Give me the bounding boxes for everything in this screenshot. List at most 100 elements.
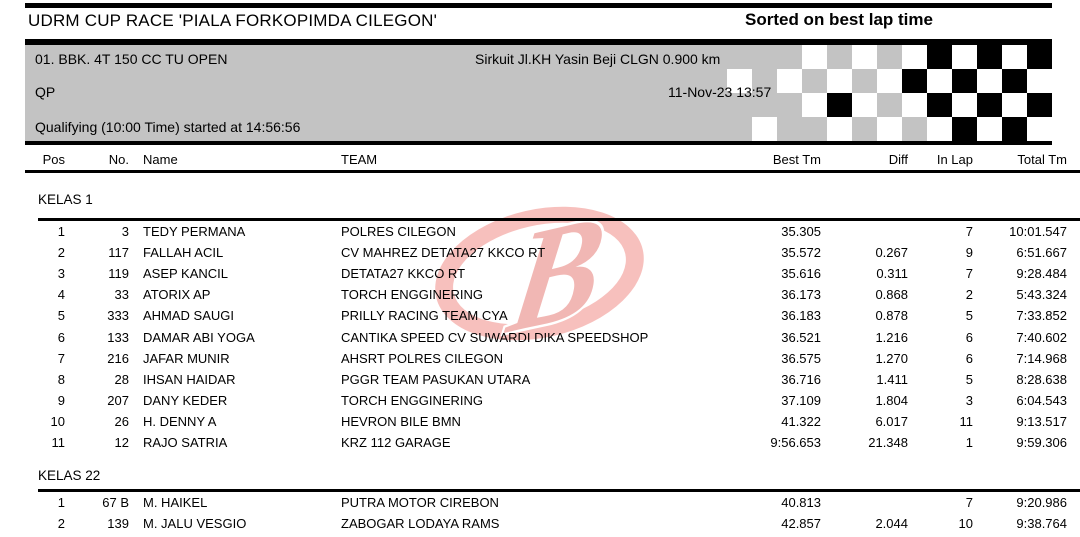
- result-row: 4 33 ATORIX AP TORCH ENGGINERING 36.173 0.868…: [25, 284, 1079, 305]
- cell-total: 10:01.547: [1009, 224, 1067, 240]
- checker-cell: [902, 69, 927, 93]
- cell-no: 117: [108, 245, 129, 261]
- cell-total: 5:43.324: [1016, 287, 1067, 303]
- header-row: Pos No. Name TEAM Best Tm Diff In Lap To…: [25, 149, 1079, 169]
- cell-pos: 6: [57, 329, 65, 345]
- session-datetime: 11-Nov-23 13:57: [668, 84, 772, 100]
- cell-name: H. DENNY A: [143, 413, 217, 429]
- cell-pos: 5: [57, 308, 65, 324]
- checker-cell: [727, 69, 752, 93]
- cell-diff: 0.868: [875, 287, 908, 303]
- cell-inlap: 7: [965, 224, 973, 240]
- col-header-name: Name: [143, 151, 178, 167]
- checker-cell: [1002, 45, 1027, 69]
- cell-best: 9:56.653: [770, 434, 821, 450]
- result-row: 9 207 DANY KEDER TORCH ENGGINERING 37.109 1.8…: [25, 390, 1079, 411]
- cell-diff: 1.216: [875, 329, 908, 345]
- page-title: UDRM CUP RACE 'PIALA FORKOPIMDA CILEGON': [28, 11, 438, 30]
- result-row: 2 139 M. JALU VESGIO ZABOGAR LODAYA RAMS 42.…: [25, 513, 1079, 534]
- checker-cell: [802, 45, 827, 69]
- cell-best: 41.322: [781, 413, 821, 429]
- cell-best: 36.716: [781, 371, 821, 387]
- cell-pos: 10: [50, 413, 65, 429]
- cell-pos: 3: [57, 266, 65, 282]
- result-row: 5 333 AHMAD SAUGI PRILLY RACING TEAM CYA 36.…: [25, 305, 1079, 326]
- cell-name: FALLAH ACIL: [143, 245, 224, 261]
- cell-name: ASEP KANCIL: [143, 266, 229, 282]
- cell-diff: 21.348: [868, 434, 908, 450]
- checker-cell: [927, 117, 952, 141]
- cell-inlap: 1: [965, 434, 973, 450]
- cell-total: 7:40.602: [1016, 329, 1067, 345]
- cell-total: 9:28.484: [1016, 266, 1067, 282]
- cell-name: M. JALU VESGIO: [143, 516, 247, 532]
- cell-pos: 2: [57, 516, 65, 532]
- cell-pos: 1: [57, 495, 65, 511]
- cell-name: M. HAIKEL: [143, 495, 208, 511]
- checker-cell: [977, 45, 1002, 69]
- cell-team: PRILLY RACING TEAM CYA: [341, 308, 508, 324]
- checker-cell: [827, 45, 852, 69]
- checker-cell: [802, 69, 827, 93]
- cell-pos: 7: [57, 350, 65, 366]
- cell-best: 42.857: [781, 516, 821, 532]
- checker-cell: [877, 69, 902, 93]
- col-header-inlap: In Lap: [936, 151, 973, 167]
- checker-cell: [777, 45, 802, 69]
- checker-cell: [927, 45, 952, 69]
- cell-total: 6:51.667: [1016, 245, 1067, 261]
- result-row: 11 12 RAJO SATRIA KRZ 112 GARAGE 9:56.653 21.…: [25, 432, 1079, 453]
- result-row: 1 67 B M. HAIKEL PUTRA MOTOR CIREBON 40.813 7…: [25, 492, 1079, 513]
- cell-inlap: 5: [965, 308, 973, 324]
- checker-cell: [1027, 93, 1052, 117]
- cell-total: 9:13.517: [1016, 413, 1067, 429]
- cell-no: 67 B: [102, 495, 129, 511]
- cell-name: DAMAR ABI YOGA: [143, 329, 255, 345]
- col-header-total: Total Tm: [1017, 151, 1067, 167]
- cell-diff: [823, 221, 912, 242]
- result-row: 7 216 JAFAR MUNIR AHSRT POLRES CILEGON 36.57…: [25, 348, 1079, 369]
- cell-team: PGGR TEAM PASUKAN UTARA: [341, 371, 531, 387]
- cell-name: RAJO SATRIA: [143, 434, 228, 450]
- checker-cell: [752, 69, 777, 93]
- checker-cell: [952, 93, 977, 117]
- cell-name: AHMAD SAUGI: [143, 308, 235, 324]
- cell-team: TORCH ENGGINERING: [341, 287, 484, 303]
- checker-cell: [777, 93, 802, 117]
- cell-inlap: 9: [965, 245, 973, 261]
- cell-diff: 2.044: [875, 516, 908, 532]
- checker-cell: [1002, 117, 1027, 141]
- cell-team: CANTIKA SPEED CV SUWARDI DIKA SPEEDSHOP: [341, 329, 649, 345]
- cell-diff: [823, 492, 912, 513]
- cell-best: 36.521: [781, 329, 821, 345]
- col-header-team: TEAM: [341, 151, 378, 167]
- cell-no: 207: [107, 392, 129, 408]
- checker-cell: [752, 117, 777, 141]
- checker-cell: [752, 93, 777, 117]
- cell-total: 9:20.986: [1016, 495, 1067, 511]
- checker-cell: [877, 93, 902, 117]
- cell-best: 35.305: [781, 224, 821, 240]
- checker-cell: [877, 45, 902, 69]
- cell-inlap: 2: [965, 287, 973, 303]
- cell-pos: 11: [51, 434, 66, 450]
- results-table-kelas-22: 1 67 B M. HAIKEL PUTRA MOTOR CIREBON 40.813 7…: [25, 492, 1079, 534]
- checkered-flag: [727, 45, 1052, 141]
- col-header-no: No.: [108, 151, 129, 167]
- cell-best: 36.575: [781, 350, 821, 366]
- cell-name: TEDY PERMANA: [143, 224, 246, 240]
- cell-no: 119: [108, 266, 129, 282]
- cell-pos: 4: [57, 287, 65, 303]
- checker-cell: [852, 69, 877, 93]
- cell-no: 133: [107, 329, 129, 345]
- col-header-diff: Diff: [888, 151, 908, 167]
- cell-no: 333: [107, 308, 129, 324]
- cell-no: 12: [114, 434, 129, 450]
- cell-pos: 8: [57, 371, 65, 387]
- cell-no: 3: [121, 224, 129, 240]
- cell-best: 37.109: [781, 392, 821, 408]
- cell-total: 9:59.306: [1016, 434, 1067, 450]
- cell-pos: 9: [57, 392, 65, 408]
- band-divider: [25, 141, 1052, 145]
- checker-cell: [952, 69, 977, 93]
